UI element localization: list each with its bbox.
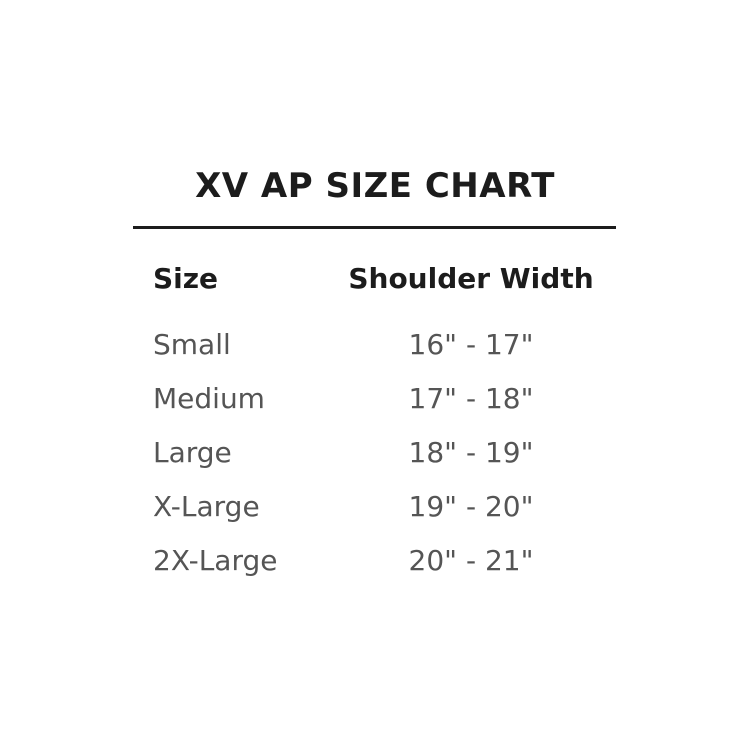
size-cell: Small — [153, 328, 231, 361]
table-row: X-Large 19" - 20" — [0, 490, 750, 530]
width-cell: 18" - 19" — [408, 436, 534, 469]
header-size: Size — [153, 262, 219, 295]
width-cell: 17" - 18" — [408, 382, 534, 415]
header-shoulder-width: Shoulder Width — [348, 262, 594, 295]
width-cell: 19" - 20" — [408, 490, 534, 523]
size-cell: Medium — [153, 382, 265, 415]
size-cell: X-Large — [153, 490, 260, 523]
size-cell: Large — [153, 436, 232, 469]
table-row: Small 16" - 17" — [0, 328, 750, 368]
table-row: Large 18" - 19" — [0, 436, 750, 476]
chart-title: XV AP SIZE CHART — [195, 166, 555, 206]
table-row: Medium 17" - 18" — [0, 382, 750, 422]
size-cell: 2X-Large — [153, 544, 278, 577]
title-divider — [133, 226, 616, 229]
width-cell: 16" - 17" — [408, 328, 534, 361]
table-row: 2X-Large 20" - 21" — [0, 544, 750, 584]
width-cell: 20" - 21" — [408, 544, 534, 577]
